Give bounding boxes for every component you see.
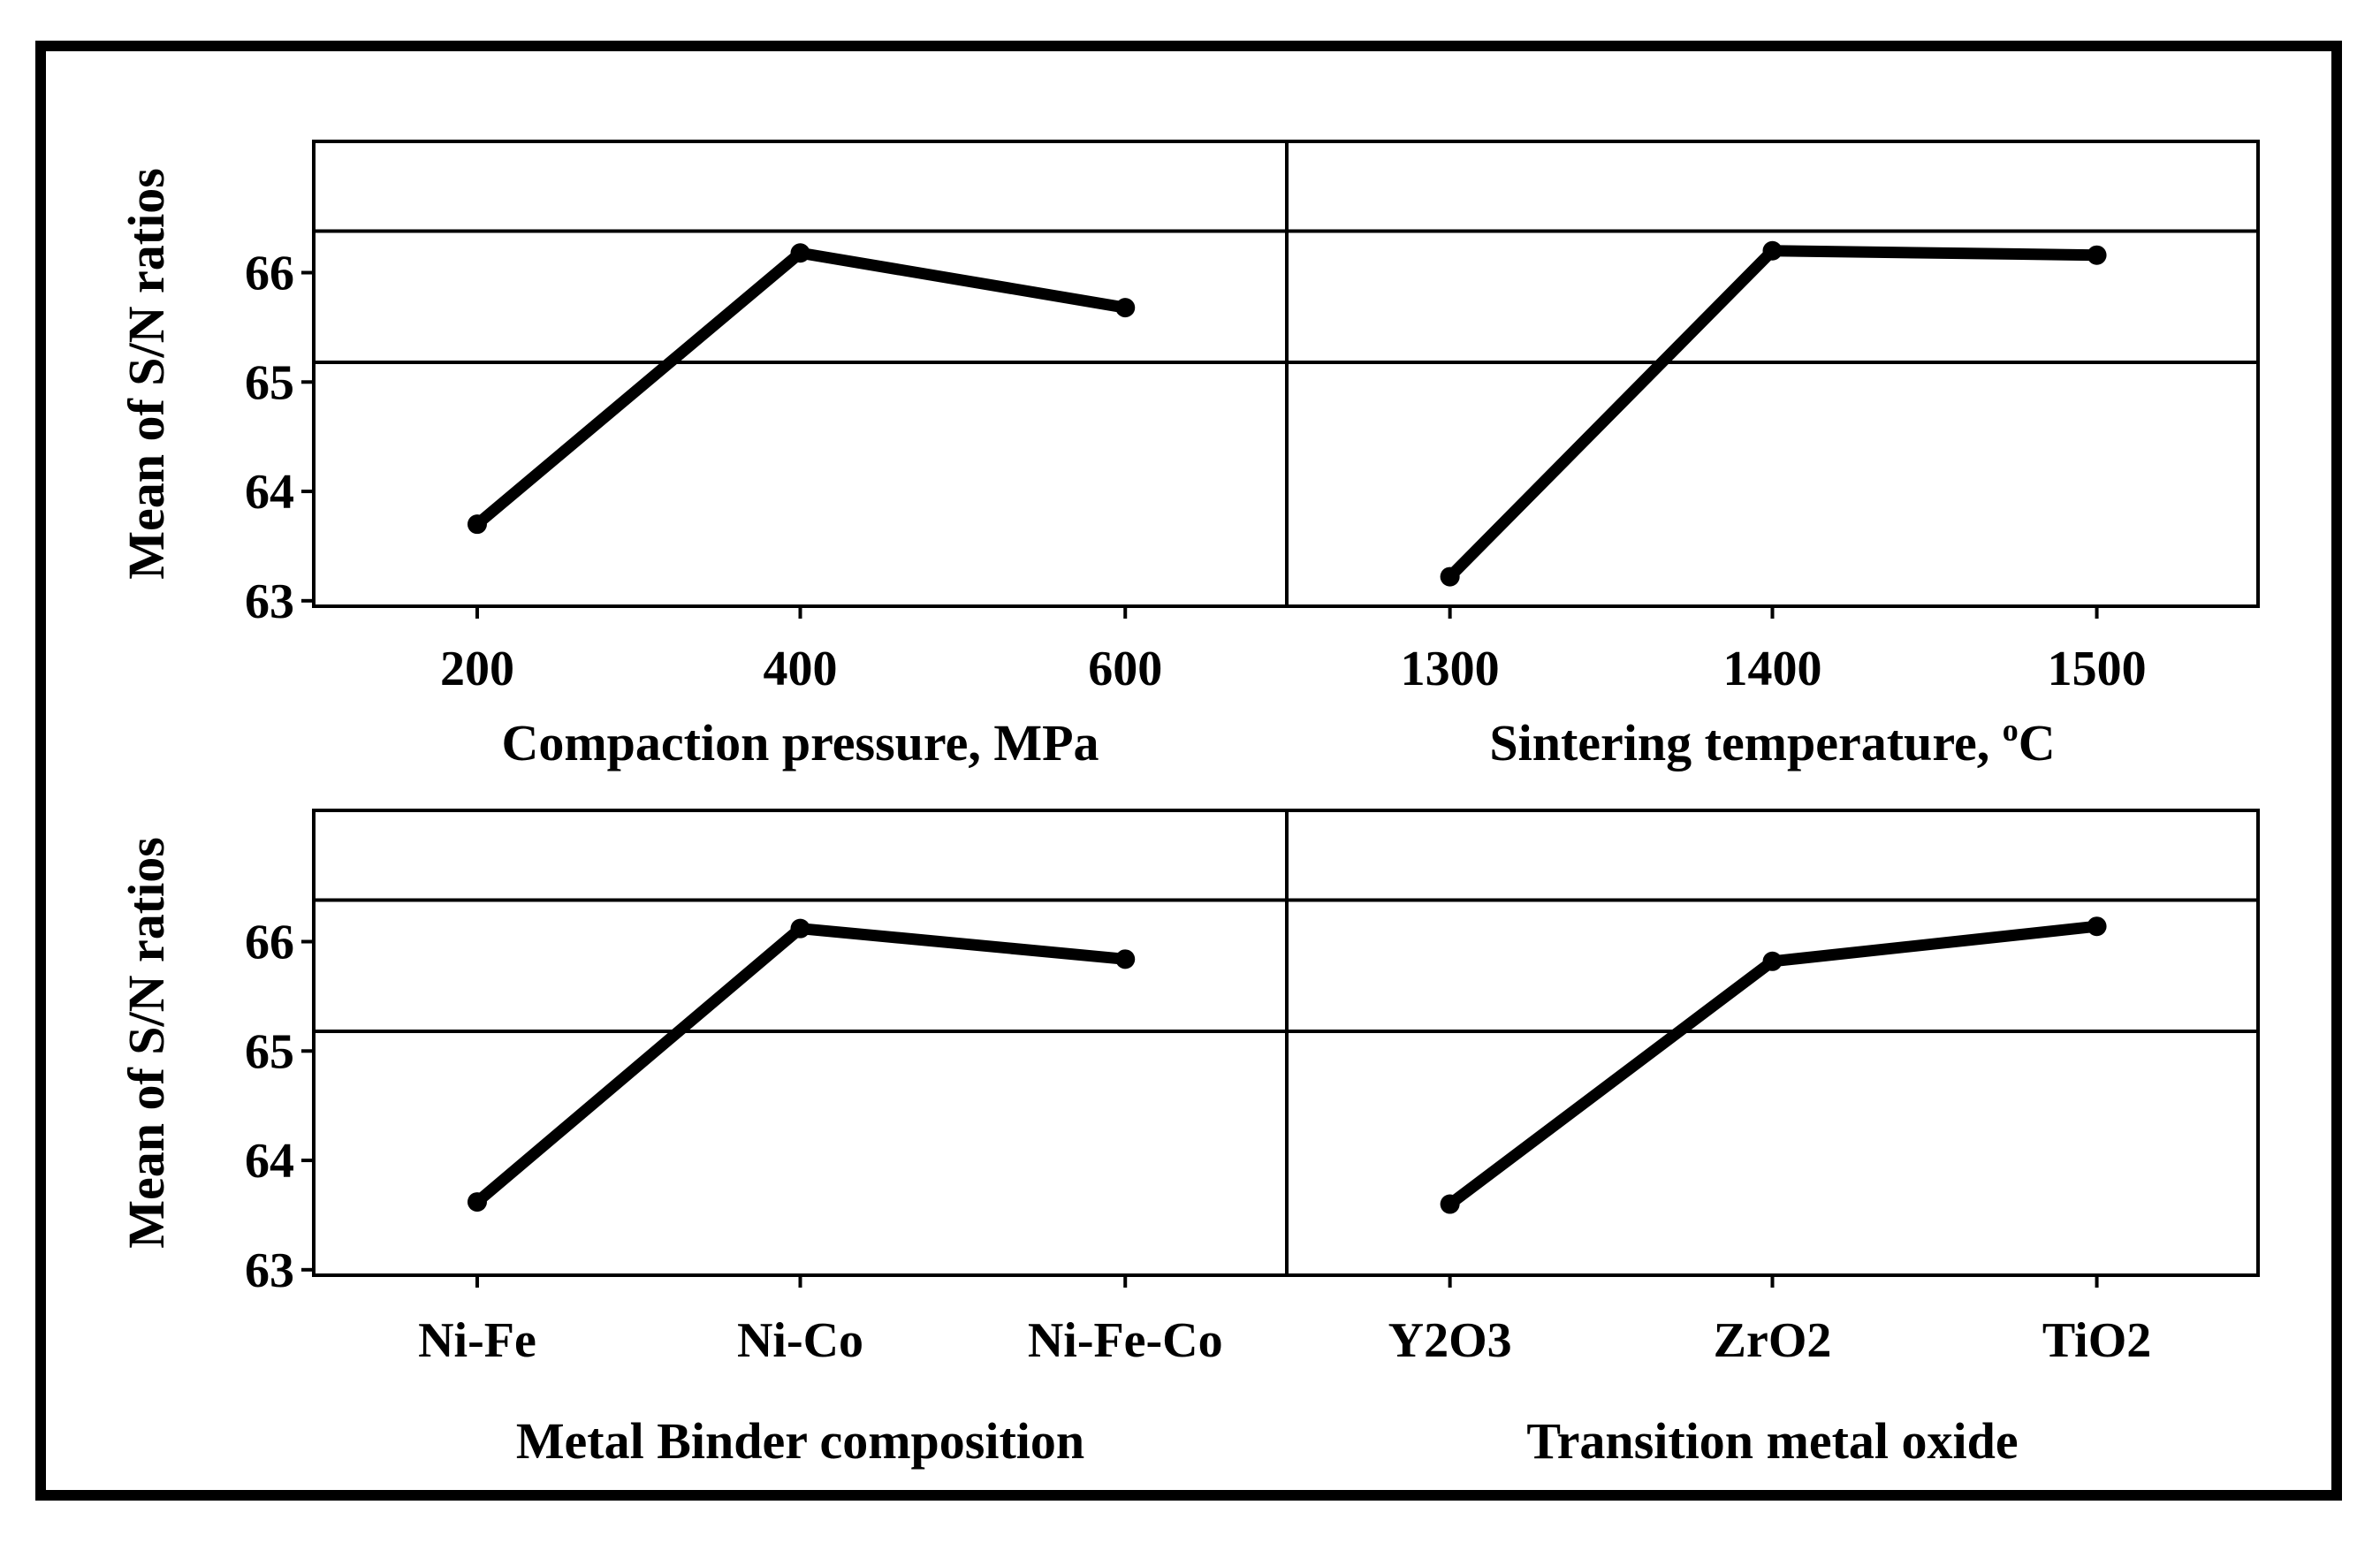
y-tick-label: 63 bbox=[245, 1243, 294, 1298]
x-tick-label: 200 bbox=[440, 642, 514, 696]
data-point bbox=[790, 243, 810, 263]
x-tick-label: 400 bbox=[764, 642, 838, 696]
y-tick-label: 63 bbox=[245, 574, 294, 629]
data-point bbox=[1762, 951, 1783, 971]
data-point bbox=[790, 918, 810, 939]
y-tick-label: 65 bbox=[245, 355, 294, 410]
data-point bbox=[467, 514, 487, 535]
x-axis-title: Sintering temperature, oC bbox=[1489, 712, 2055, 772]
x-axis-title: Metal Binder composition bbox=[516, 1412, 1084, 1470]
data-point bbox=[1440, 1194, 1460, 1214]
x-tick-label: ZrO2 bbox=[1714, 1313, 1832, 1368]
data-point bbox=[2087, 245, 2107, 265]
figure-frame bbox=[35, 41, 2342, 1501]
x-tick-label: Y2O3 bbox=[1388, 1313, 1512, 1368]
series-line bbox=[1444, 245, 2103, 583]
x-axis-title-unit: C bbox=[2019, 714, 2056, 772]
series-line bbox=[471, 247, 1131, 530]
x-axis-title-main: Transition metal oxide bbox=[1526, 1412, 2018, 1470]
x-axis-title-main: Sintering temperature, bbox=[1489, 714, 2002, 772]
x-tick-label: 1400 bbox=[1723, 642, 1822, 696]
y-tick-label: 64 bbox=[245, 1134, 294, 1189]
y-axis-label: Mean of S/N ratios bbox=[118, 837, 175, 1249]
x-tick-label: Ni-Fe-Co bbox=[1028, 1313, 1223, 1368]
x-axis-title-superscript: o bbox=[2003, 712, 2019, 748]
y-axis-label: Mean of S/N ratios bbox=[118, 168, 175, 580]
data-point bbox=[1115, 949, 1136, 969]
data-point bbox=[1762, 240, 1783, 261]
x-axis-title: Transition metal oxide bbox=[1526, 1412, 2018, 1470]
x-tick-label: 1500 bbox=[2048, 642, 2147, 696]
x-axis-title-main: Metal Binder composition bbox=[516, 1412, 1084, 1470]
x-axis-title-main: Compaction pressure, MPa bbox=[501, 714, 1099, 772]
series-line bbox=[471, 923, 1131, 1208]
data-point bbox=[1115, 298, 1136, 318]
y-tick-label: 66 bbox=[245, 916, 294, 970]
y-tick-label: 65 bbox=[245, 1024, 294, 1079]
x-tick-label: 1300 bbox=[1401, 642, 1500, 696]
y-tick-label: 66 bbox=[245, 247, 294, 301]
x-tick-label: 600 bbox=[1088, 642, 1162, 696]
data-point bbox=[2087, 916, 2107, 937]
x-tick-label: Ni-Fe bbox=[418, 1313, 536, 1368]
data-point bbox=[1440, 566, 1460, 587]
y-tick-label: 64 bbox=[245, 465, 294, 520]
x-axis-title: Compaction pressure, MPa bbox=[501, 714, 1099, 772]
x-tick-label: TiO2 bbox=[2042, 1313, 2151, 1368]
data-point bbox=[467, 1192, 487, 1212]
x-tick-label: Ni-Co bbox=[737, 1313, 863, 1368]
